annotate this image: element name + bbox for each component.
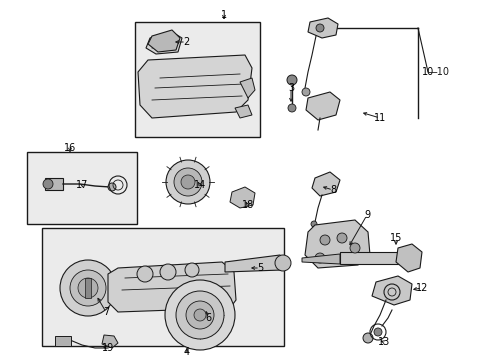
Circle shape: [70, 270, 106, 306]
Text: 6: 6: [204, 313, 211, 323]
Circle shape: [286, 75, 296, 85]
Polygon shape: [229, 187, 254, 208]
Polygon shape: [224, 255, 285, 272]
Polygon shape: [311, 172, 339, 196]
Text: 16: 16: [64, 143, 76, 153]
Circle shape: [185, 301, 214, 329]
Bar: [135, 22, 260, 137]
Circle shape: [181, 175, 195, 189]
Text: 3: 3: [287, 83, 293, 93]
Text: 5: 5: [256, 263, 263, 273]
Text: 9: 9: [363, 210, 369, 220]
Text: 19: 19: [102, 343, 114, 353]
Polygon shape: [371, 276, 411, 305]
Text: 17: 17: [76, 180, 88, 190]
Bar: [27, 152, 137, 224]
Polygon shape: [108, 262, 236, 312]
Circle shape: [60, 260, 116, 316]
Text: —10: —10: [427, 67, 449, 77]
Circle shape: [78, 278, 98, 298]
Circle shape: [336, 233, 346, 243]
Circle shape: [165, 160, 209, 204]
Polygon shape: [305, 220, 369, 268]
Circle shape: [310, 221, 316, 227]
Circle shape: [362, 333, 372, 343]
Bar: [55, 336, 71, 346]
Text: 14: 14: [193, 180, 206, 190]
Bar: [85, 278, 91, 298]
Circle shape: [302, 88, 309, 96]
Polygon shape: [305, 92, 339, 120]
Text: 12: 12: [415, 283, 427, 293]
Circle shape: [176, 291, 224, 339]
Circle shape: [287, 104, 295, 112]
Text: 15: 15: [389, 233, 401, 243]
Circle shape: [160, 264, 176, 280]
Polygon shape: [148, 30, 180, 52]
Text: 13: 13: [377, 337, 389, 347]
Circle shape: [43, 179, 53, 189]
Text: 7: 7: [102, 307, 109, 317]
Circle shape: [349, 243, 359, 253]
Bar: [42, 228, 284, 346]
Polygon shape: [138, 55, 251, 118]
Text: 8: 8: [329, 185, 335, 195]
Polygon shape: [395, 244, 421, 272]
Bar: [45, 178, 63, 190]
Polygon shape: [102, 335, 118, 348]
Bar: [339, 252, 399, 264]
Circle shape: [164, 280, 235, 350]
Text: 18: 18: [242, 200, 254, 210]
Text: 1: 1: [221, 10, 226, 20]
Polygon shape: [235, 105, 251, 118]
Circle shape: [174, 168, 202, 196]
Text: 11: 11: [373, 113, 386, 123]
Polygon shape: [240, 78, 254, 98]
Text: 2: 2: [183, 37, 189, 47]
Circle shape: [315, 24, 324, 32]
Polygon shape: [302, 254, 339, 264]
Circle shape: [274, 255, 290, 271]
Circle shape: [194, 309, 205, 321]
Circle shape: [137, 266, 153, 282]
Circle shape: [184, 263, 199, 277]
Circle shape: [314, 253, 325, 263]
Circle shape: [319, 235, 329, 245]
Polygon shape: [146, 32, 182, 54]
Circle shape: [373, 328, 381, 336]
Text: 4: 4: [183, 347, 190, 357]
Polygon shape: [307, 18, 337, 38]
Text: 10: 10: [421, 67, 433, 77]
Circle shape: [108, 183, 116, 191]
